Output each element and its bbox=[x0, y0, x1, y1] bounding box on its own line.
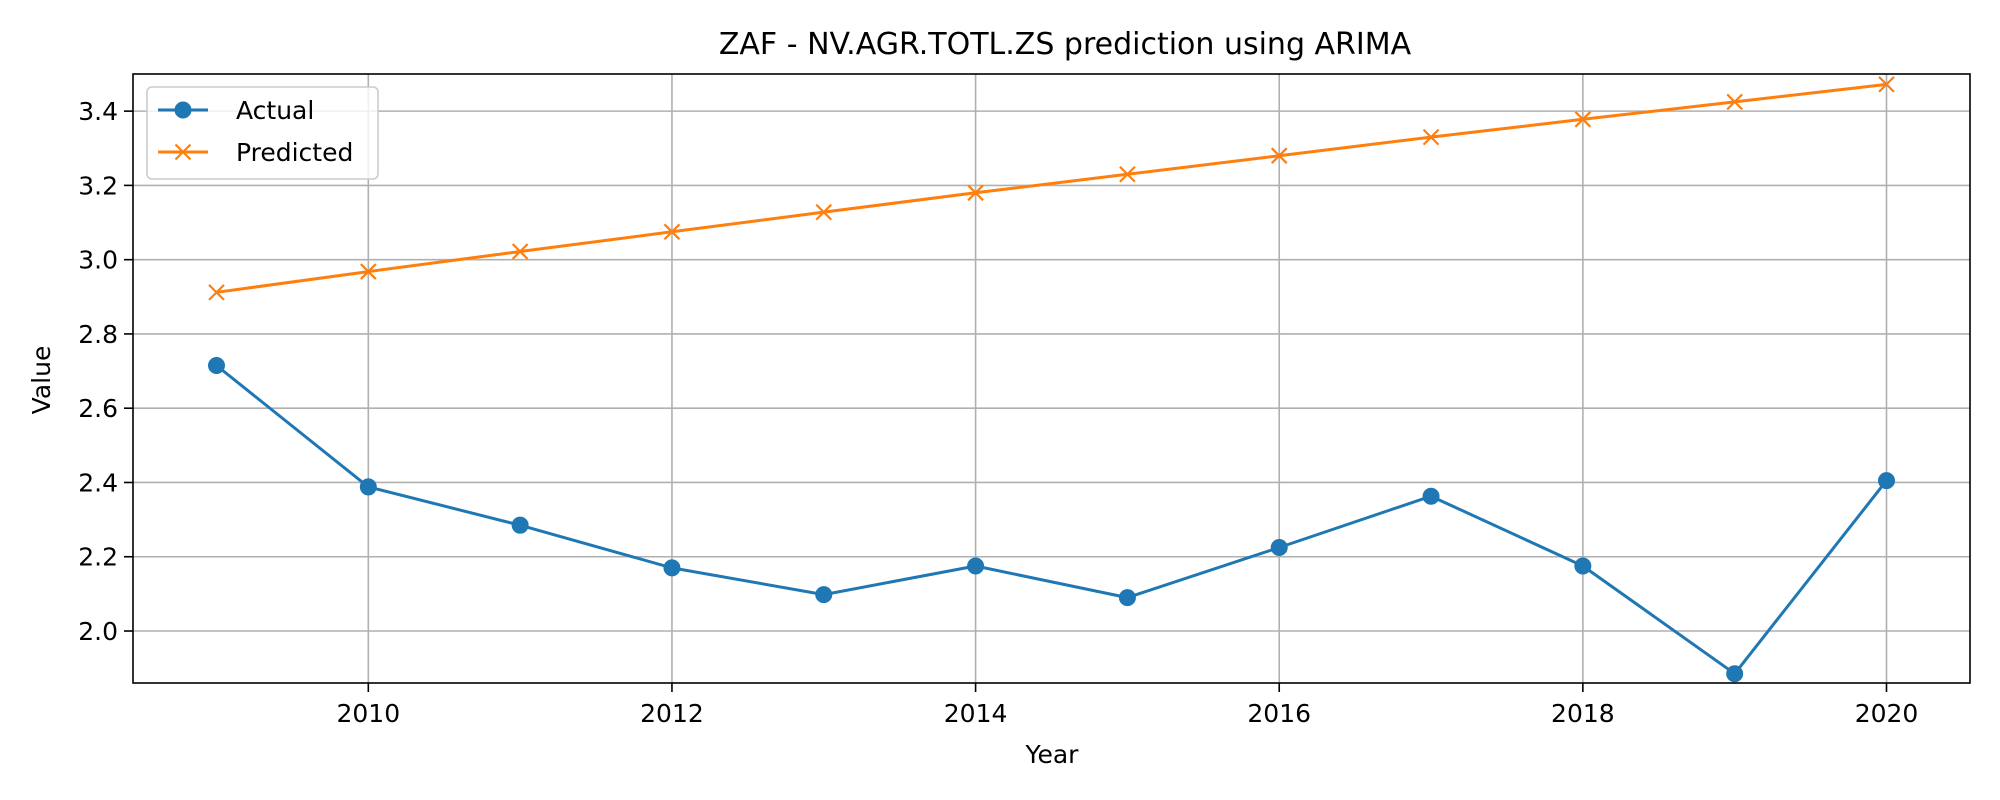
y-tick-label: 3.4 bbox=[78, 97, 118, 126]
y-tick-label: 2.2 bbox=[78, 543, 118, 572]
series-line bbox=[216, 82, 1887, 294]
legend-marker bbox=[174, 143, 192, 161]
x-tick-label: 2014 bbox=[944, 699, 1008, 728]
data-point bbox=[1726, 665, 1744, 683]
y-tick-label: 2.0 bbox=[78, 617, 118, 646]
data-point bbox=[1270, 538, 1288, 556]
y-tick-label: 2.6 bbox=[78, 394, 118, 423]
data-point bbox=[359, 478, 377, 496]
x-tick-label: 2016 bbox=[1247, 699, 1311, 728]
series-line bbox=[215, 364, 1888, 676]
plot-frame bbox=[132, 73, 1971, 684]
data-point bbox=[1422, 128, 1440, 146]
data-point bbox=[815, 586, 833, 604]
chart-title: ZAF - NV.AGR.TOTL.ZS prediction using AR… bbox=[719, 27, 1412, 62]
data-point bbox=[1270, 147, 1288, 164]
y-tick-label: 2.8 bbox=[78, 320, 118, 349]
data-point bbox=[663, 559, 681, 577]
legend: Actual Predicted bbox=[146, 86, 379, 180]
x-tick-label: 2012 bbox=[640, 699, 704, 728]
x-tick-label: 2020 bbox=[1855, 699, 1919, 728]
x-tick-label: 2018 bbox=[1551, 699, 1615, 728]
data-point bbox=[1726, 93, 1743, 111]
data-point bbox=[967, 184, 984, 202]
data-point bbox=[1878, 472, 1895, 490]
data-point bbox=[967, 557, 985, 575]
grid bbox=[133, 74, 1970, 683]
data-point bbox=[663, 223, 681, 241]
ticks: 2010 2012 2014 2016 2018 2020 2.0 2.2 2.4 2.6 2.8 3… bbox=[78, 97, 1918, 728]
data-point bbox=[1119, 165, 1136, 183]
data-point bbox=[511, 243, 529, 260]
y-tick-label: 3.0 bbox=[78, 246, 118, 275]
y-tick-label: 3.2 bbox=[78, 171, 118, 200]
data-point bbox=[511, 516, 529, 534]
data-point bbox=[208, 284, 225, 301]
data-point bbox=[1422, 487, 1440, 505]
series-predicted bbox=[208, 76, 1895, 301]
data-point bbox=[360, 263, 377, 280]
legend-marker bbox=[174, 101, 192, 119]
data-point bbox=[1118, 589, 1136, 607]
series-actual bbox=[208, 357, 1895, 683]
legend-entry-predicted: Predicted bbox=[158, 138, 353, 167]
y-axis-label: Value bbox=[27, 346, 56, 415]
legend-entry-actual: Actual bbox=[158, 96, 314, 125]
data-point bbox=[1878, 76, 1895, 93]
legend-label: Predicted bbox=[236, 138, 353, 167]
data-point bbox=[815, 203, 833, 221]
data-point bbox=[1574, 111, 1592, 128]
x-tick-label: 2010 bbox=[337, 699, 401, 728]
series-layer bbox=[208, 76, 1895, 683]
y-tick-label: 2.4 bbox=[78, 468, 118, 497]
x-axis-label: Year bbox=[1025, 740, 1080, 769]
legend-label: Actual bbox=[236, 96, 314, 125]
data-point bbox=[208, 357, 225, 375]
data-point bbox=[1574, 557, 1592, 575]
